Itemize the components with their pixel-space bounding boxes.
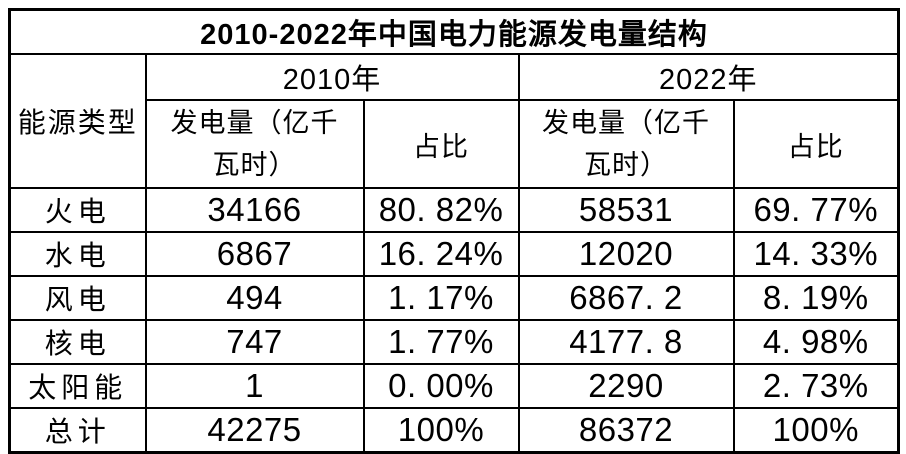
- generation-2022-cell: 6867. 2: [517, 275, 735, 321]
- share-2010-cell: 80. 82%: [362, 187, 520, 233]
- energy-type-cell: 火电: [8, 187, 147, 233]
- table-row-solar: 太阳能 1 0. 00% 2290 2. 73%: [8, 363, 900, 409]
- share-2022-cell: 8. 19%: [732, 275, 900, 321]
- title-row: 2010-2022年中国电力能源发电量结构: [8, 8, 900, 55]
- share-2022-cell: 2. 73%: [732, 363, 900, 409]
- energy-type-cell: 核电: [8, 319, 147, 365]
- generation-2010-cell: 1: [144, 363, 365, 409]
- share-2010-cell: 16. 24%: [362, 231, 520, 277]
- generation-2022-cell: 12020: [517, 231, 735, 277]
- table-title: 2010-2022年中国电力能源发电量结构: [8, 8, 900, 55]
- table-row-wind: 风电 494 1. 17% 6867. 2 8. 19%: [8, 275, 900, 321]
- table-row-total: 总计 42275 100% 86372 100%: [8, 407, 900, 454]
- generation-structure-table: 2010-2022年中国电力能源发电量结构 能源类型 2010年 2022年 发…: [8, 8, 900, 454]
- generation-2022-cell: 2290: [517, 363, 735, 409]
- share-2022-cell: 69. 77%: [732, 187, 900, 233]
- share-2022-cell: 100%: [732, 407, 900, 454]
- header-energy-type: 能源类型: [8, 53, 147, 189]
- header-generation-2010: 发电量（亿千 瓦时）: [144, 99, 365, 189]
- generation-2010-cell: 34166: [144, 187, 365, 233]
- generation-2010-cell: 747: [144, 319, 365, 365]
- generation-2022-cell: 58531: [517, 187, 735, 233]
- generation-2010-cell: 494: [144, 275, 365, 321]
- table-row-thermal: 火电 34166 80. 82% 58531 69. 77%: [8, 187, 900, 233]
- share-2010-cell: 0. 00%: [362, 363, 520, 409]
- energy-type-cell: 太阳能: [8, 363, 147, 409]
- table-row-nuclear: 核电 747 1. 77% 4177. 8 4. 98%: [8, 319, 900, 365]
- generation-2022-cell: 4177. 8: [517, 319, 735, 365]
- share-2010-cell: 100%: [362, 407, 520, 454]
- table-row-hydro: 水电 6867 16. 24% 12020 14. 33%: [8, 231, 900, 277]
- generation-2022-cell: 86372: [517, 407, 735, 454]
- share-2010-cell: 1. 17%: [362, 275, 520, 321]
- header-year-2010: 2010年: [144, 53, 520, 101]
- header-share-2022: 占比: [732, 99, 900, 189]
- energy-type-cell: 总计: [8, 407, 147, 454]
- share-2022-cell: 4. 98%: [732, 319, 900, 365]
- share-2010-cell: 1. 77%: [362, 319, 520, 365]
- generation-2010-cell: 6867: [144, 231, 365, 277]
- energy-type-cell: 水电: [8, 231, 147, 277]
- share-2022-cell: 14. 33%: [732, 231, 900, 277]
- header-generation-2022: 发电量（亿千 瓦时）: [517, 99, 735, 189]
- generation-2010-cell: 42275: [144, 407, 365, 454]
- header-year-2022: 2022年: [517, 53, 900, 101]
- header-share-2010: 占比: [362, 99, 520, 189]
- sub-header-row: 发电量（亿千 瓦时） 占比 发电量（亿千 瓦时） 占比: [10, 99, 900, 189]
- energy-type-cell: 风电: [8, 275, 147, 321]
- year-header-row: 能源类型 2010年 2022年: [8, 53, 900, 189]
